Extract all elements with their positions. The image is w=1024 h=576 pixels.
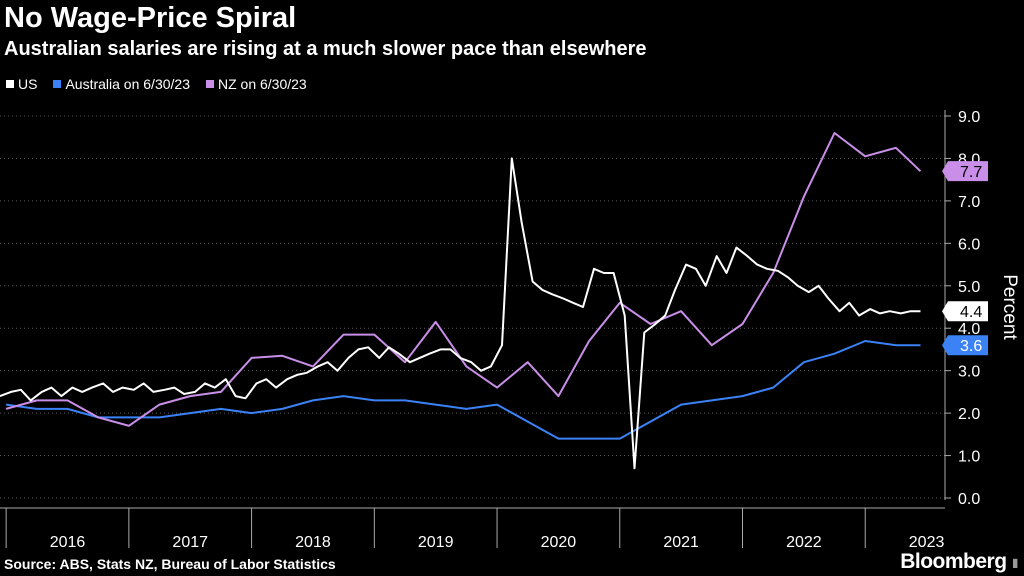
legend: US Australia on 6/30/23 NZ on 6/30/23 [6, 76, 307, 92]
y-tick-label: 6.0 [958, 236, 980, 253]
y-tick-label: 0.0 [958, 491, 980, 508]
x-tick-label: 2023 [909, 534, 945, 551]
x-tick-label: 2021 [663, 534, 699, 551]
end-value-label: 4.4 [960, 304, 982, 321]
legend-item-australia: Australia on 6/30/23 [53, 76, 190, 92]
source-note: Source: ABS, Stats NZ, Bureau of Labor S… [4, 556, 336, 572]
x-tick-label: 2022 [786, 534, 822, 551]
legend-label-nz: NZ on 6/30/23 [217, 76, 307, 92]
legend-item-us: US [6, 76, 37, 92]
x-tick-label: 2020 [541, 534, 577, 551]
end-value-badge [942, 301, 988, 322]
series-line-nz [5, 132, 922, 427]
y-tick-label: 3.0 [958, 364, 980, 381]
y-tick-label: 9.0 [958, 109, 980, 126]
legend-swatch-australia [53, 80, 62, 88]
series-line-us [0, 157, 921, 470]
brand-name: Bloomberg [900, 550, 1007, 573]
chart-subtitle: Australian salaries are rising at a much… [4, 38, 647, 60]
y-tick-label: 4.0 [958, 321, 980, 338]
legend-swatch-us [6, 80, 14, 88]
bars-icon: ▮ [1011, 555, 1019, 570]
end-value-badge [942, 335, 988, 356]
legend-swatch-nz [205, 80, 214, 88]
end-value-badge [942, 161, 988, 182]
series-line-australia [5, 340, 921, 440]
bloomberg-logo: Bloomberg ▮ [900, 550, 1018, 574]
end-value-label: 3.6 [960, 338, 982, 355]
x-tick-label: 2017 [172, 534, 208, 551]
legend-label-us: US [18, 76, 38, 92]
y-tick-label: 5.0 [958, 279, 980, 296]
legend-item-nz: NZ on 6/30/23 [205, 76, 307, 92]
y-tick-label: 1.0 [958, 449, 980, 466]
y-tick-label: 7.0 [958, 194, 980, 211]
x-tick-label: 2019 [418, 534, 454, 551]
chart-title: No Wage-Price Spiral [4, 2, 297, 34]
legend-label-australia: Australia on 6/30/23 [65, 76, 190, 92]
x-tick-label: 2016 [50, 534, 86, 551]
y-tick-label: 2.0 [958, 406, 980, 423]
x-tick-label: 2018 [295, 534, 331, 551]
y-axis-title: Percent [999, 274, 1020, 340]
end-value-label: 7.7 [960, 164, 982, 181]
